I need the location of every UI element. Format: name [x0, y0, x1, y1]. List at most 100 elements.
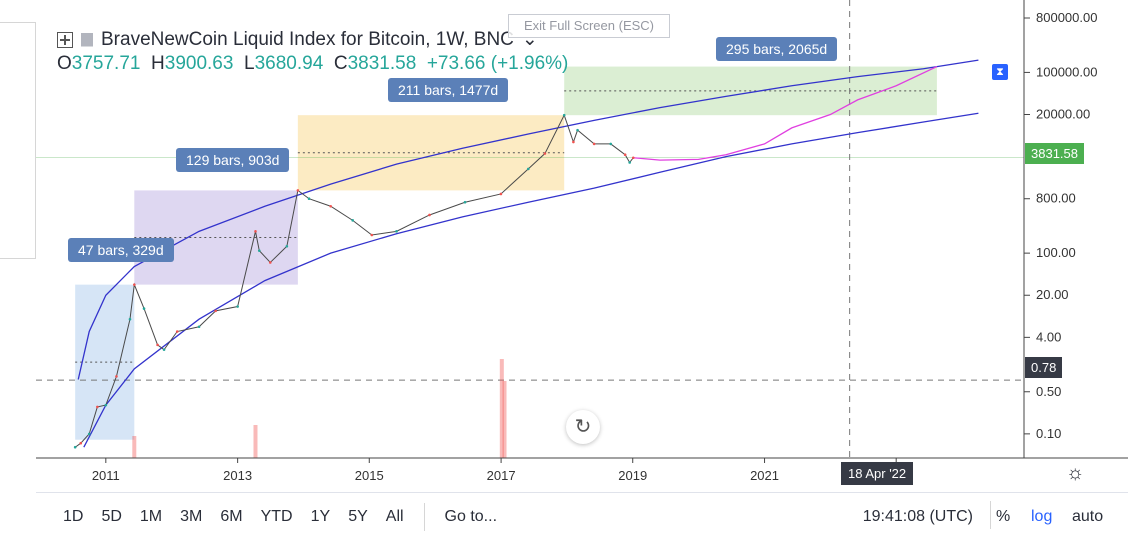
price-point — [73, 445, 77, 449]
price-point — [115, 375, 118, 378]
price-point — [156, 343, 159, 347]
timeframe-1m[interactable]: 1M — [139, 508, 163, 525]
low-label: L — [244, 53, 255, 74]
price-point — [527, 167, 530, 171]
price-point — [236, 305, 239, 308]
last-price-tag: 3831.58 — [1025, 143, 1084, 164]
left-panel-edge — [0, 0, 36, 558]
auto-toggle[interactable]: auto — [1072, 508, 1104, 525]
price-tick-label: 100.00 — [1036, 245, 1076, 260]
price-point — [87, 432, 91, 436]
price-point — [562, 113, 566, 117]
price-point — [162, 348, 166, 351]
price-point — [463, 200, 467, 204]
price-chart[interactable]: 800000.00 100000.00 20000.00 800.00 100.00 20… — [36, 0, 1128, 546]
price-point — [623, 153, 627, 157]
chart-frame[interactable]: 800000.00 100000.00 20000.00 800.00 100.00 20… — [36, 0, 1128, 546]
price-point — [395, 230, 398, 233]
channel-lower-line — [83, 112, 979, 448]
measure-box-1 — [75, 284, 135, 440]
price-point — [142, 307, 146, 310]
price-tick-label: 20000.00 — [1036, 107, 1090, 122]
price-point — [104, 403, 108, 407]
timeframe-5d[interactable]: 5D — [101, 508, 122, 525]
price-point — [628, 161, 631, 164]
close-value: 3831.58 — [347, 53, 417, 74]
price-point — [296, 189, 300, 192]
price-point — [543, 152, 547, 155]
price-point — [329, 204, 332, 208]
measure-label-3: 211 bars, 1477d — [388, 78, 509, 102]
price-point — [592, 142, 596, 146]
open-value: 3757.71 — [71, 53, 141, 74]
price-point — [257, 249, 261, 252]
price-point — [79, 441, 83, 445]
price-tick-label: 4.00 — [1036, 329, 1061, 344]
low-value: 3680.94 — [254, 53, 324, 74]
timeframe-ytd[interactable]: YTD — [260, 508, 293, 525]
clock-timezone[interactable]: 19:41:08 (UTC) — [862, 508, 973, 525]
gear-icon[interactable]: ☼ — [1066, 462, 1085, 484]
volume-bar — [253, 425, 258, 458]
price-point — [428, 213, 431, 217]
chart-legend: BraveNewCoin Liquid Index for Bitcoin, 1… — [57, 28, 568, 75]
price-point — [499, 192, 503, 196]
timeframe-3m[interactable]: 3M — [180, 508, 203, 525]
channel-upper-line — [77, 59, 979, 380]
timeframe-6m[interactable]: 6M — [220, 508, 243, 525]
volume-bar — [499, 359, 504, 458]
reset-chart-icon[interactable]: ↻ — [566, 410, 600, 444]
measure-label-2: 129 bars, 903d — [176, 148, 290, 172]
volume-bar — [502, 381, 507, 458]
price-point — [351, 219, 354, 222]
price-point — [307, 197, 311, 201]
hourglass-icon[interactable]: ⧗ — [992, 64, 1008, 80]
measure-label-4: 295 bars, 2065d — [716, 37, 838, 61]
high-label: H — [151, 53, 165, 74]
price-point — [609, 142, 613, 146]
price-point — [285, 244, 289, 248]
symbol-flag-icon — [81, 32, 93, 47]
timeframe-all[interactable]: All — [385, 508, 404, 525]
high-value: 3900.63 — [164, 53, 234, 74]
timeframe-5y[interactable]: 5Y — [348, 508, 368, 525]
price-tick-label: 0.50 — [1036, 384, 1061, 399]
exit-fullscreen-button[interactable]: Exit Full Screen (ESC) — [508, 14, 670, 38]
change-value: +73.66 (+1.96%) — [426, 53, 569, 74]
time-tick-label: 2019 — [618, 468, 647, 483]
price-tick-label: 100000.00 — [1036, 64, 1097, 79]
cursor-price-tag: 0.78 — [1025, 357, 1063, 378]
time-tick-label: 2021 — [750, 468, 779, 483]
price-tick-label: 800.00 — [1036, 191, 1076, 206]
price-tick-label: 0.10 — [1036, 426, 1061, 441]
price-line — [74, 113, 634, 448]
price-point — [254, 230, 257, 233]
timeframe-1d[interactable]: 1D — [63, 508, 84, 525]
goto-button[interactable]: Go to... — [444, 508, 498, 525]
price-point — [631, 156, 635, 160]
price-point — [572, 140, 575, 144]
price-point — [175, 330, 179, 333]
price-point — [268, 261, 272, 264]
projection-line — [633, 65, 938, 161]
price-point — [197, 325, 201, 329]
volume-bar — [132, 436, 137, 458]
toolbar-divider-right — [990, 501, 991, 529]
price-point — [128, 317, 132, 321]
percent-toggle[interactable]: % — [996, 508, 1011, 525]
symbol-title[interactable]: BraveNewCoin Liquid Index for Bitcoin, 1… — [101, 28, 514, 50]
expand-icon[interactable] — [57, 31, 73, 48]
time-tick-label: 2017 — [487, 468, 516, 483]
price-point — [214, 309, 217, 313]
price-point — [133, 283, 136, 286]
time-tick-label: 2015 — [355, 468, 384, 483]
log-toggle[interactable]: log — [1031, 508, 1053, 525]
price-tick-label: 20.00 — [1036, 287, 1069, 302]
measure-label-1: 47 bars, 329d — [68, 238, 174, 262]
bottom-toolbar: 1D 5D 1M 3M 6M YTD 1Y 5Y All Go to... 19… — [36, 492, 1128, 541]
timeframe-1y[interactable]: 1Y — [310, 508, 331, 525]
open-label: O — [57, 53, 72, 74]
close-label: C — [333, 53, 348, 74]
price-point — [576, 128, 579, 132]
cursor-date-tag: 18 Apr '22 — [841, 462, 914, 485]
